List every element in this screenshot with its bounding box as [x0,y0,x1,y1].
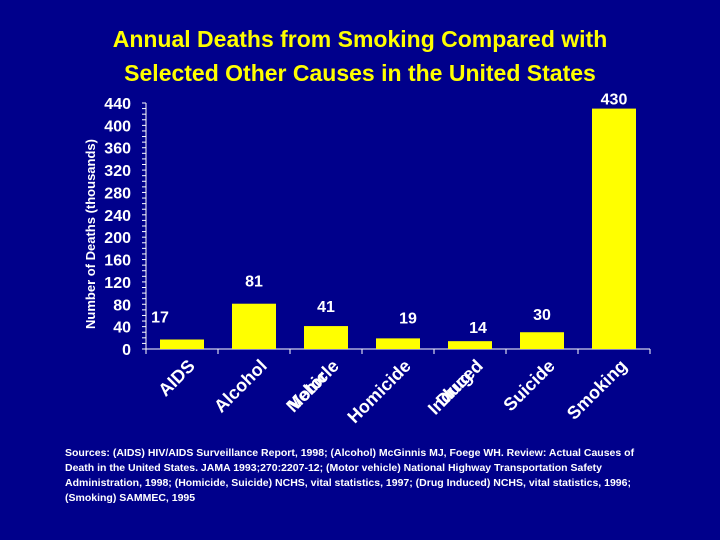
y-tick-label: 360 [104,141,131,158]
category-label: Alcohol [210,356,271,417]
y-tick-label: 280 [104,185,131,202]
y-tick-label: 0 [122,342,131,359]
category-label: Homicide [343,356,414,427]
bar-value-label: 17 [151,309,169,326]
category-label: AIDS [154,356,199,401]
source-note: Sources: (AIDS) HIV/AIDS Surveillance Re… [65,447,635,504]
bar-value-label: 30 [533,307,551,324]
y-tick-label: 40 [113,320,131,337]
bar [448,341,492,349]
bar-value-label: 81 [245,274,263,291]
category-label: Vehicle [285,356,343,414]
bar-value-label: 14 [469,320,487,337]
category-label: Induced [424,356,487,419]
bar-value-label: 19 [399,310,417,327]
y-tick-label: 200 [104,230,131,247]
bar [160,339,204,349]
y-tick-label: 240 [104,208,131,225]
y-axis-title: Number of Deaths (thousands) [83,139,98,329]
y-tick-label: 120 [104,275,131,292]
bar-value-label: 430 [601,92,628,109]
y-tick-label: 440 [104,96,131,113]
bar [520,332,564,349]
chart-title-line-1: Annual Deaths from Smoking Compared with [112,26,608,52]
y-tick-label: 80 [113,297,131,314]
bar [304,326,348,349]
category-label: Suicide [499,356,558,415]
bar [592,108,636,349]
bar [232,303,276,349]
bar [376,338,420,349]
y-tick-label: 400 [104,118,131,135]
y-tick-label: 160 [104,253,131,270]
category-label: Smoking [563,356,631,424]
bar-value-label: 41 [317,299,335,316]
chart-title-line-2: Selected Other Causes in the United Stat… [124,60,596,86]
y-tick-label: 320 [104,163,131,180]
